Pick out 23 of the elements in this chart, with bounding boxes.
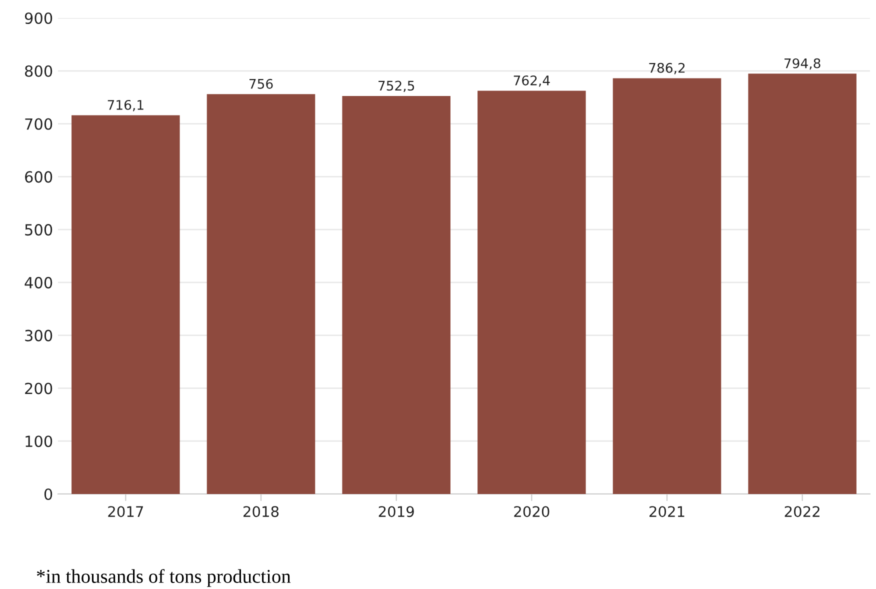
x-tick-label: 2018 — [244, 506, 279, 518]
y-tick-label: 600 — [25, 171, 52, 183]
text: *in thousands of tons production — [36, 569, 291, 587]
data-label: 752,5 — [378, 80, 414, 92]
y-tick-label: 700 — [25, 118, 52, 130]
data-label: 762,4 — [514, 75, 550, 87]
y-tick-label: 400 — [24, 276, 52, 288]
y-tick-label: 500 — [25, 224, 52, 236]
x-tick-label: 2022 — [784, 506, 820, 518]
y-tick-label: 900 — [24, 12, 52, 24]
x-tick-label: 2021 — [650, 506, 684, 518]
y-tick-label: 300 — [25, 330, 52, 342]
data-label: 756 — [249, 78, 273, 89]
y-tick-label: 800 — [25, 65, 52, 77]
x-tick-label: 2019 — [378, 506, 414, 518]
y-tick-label: 100 — [26, 436, 52, 448]
data-label: 794,8 — [784, 58, 820, 70]
y-tick-label: 0 — [44, 488, 52, 500]
data-label: 716,1 — [108, 100, 144, 112]
data-label: 786,2 — [649, 62, 685, 74]
x-tick-label: 2017 — [108, 506, 143, 518]
x-tick-label: 2020 — [514, 506, 550, 518]
y-tick-label: 200 — [25, 382, 52, 394]
